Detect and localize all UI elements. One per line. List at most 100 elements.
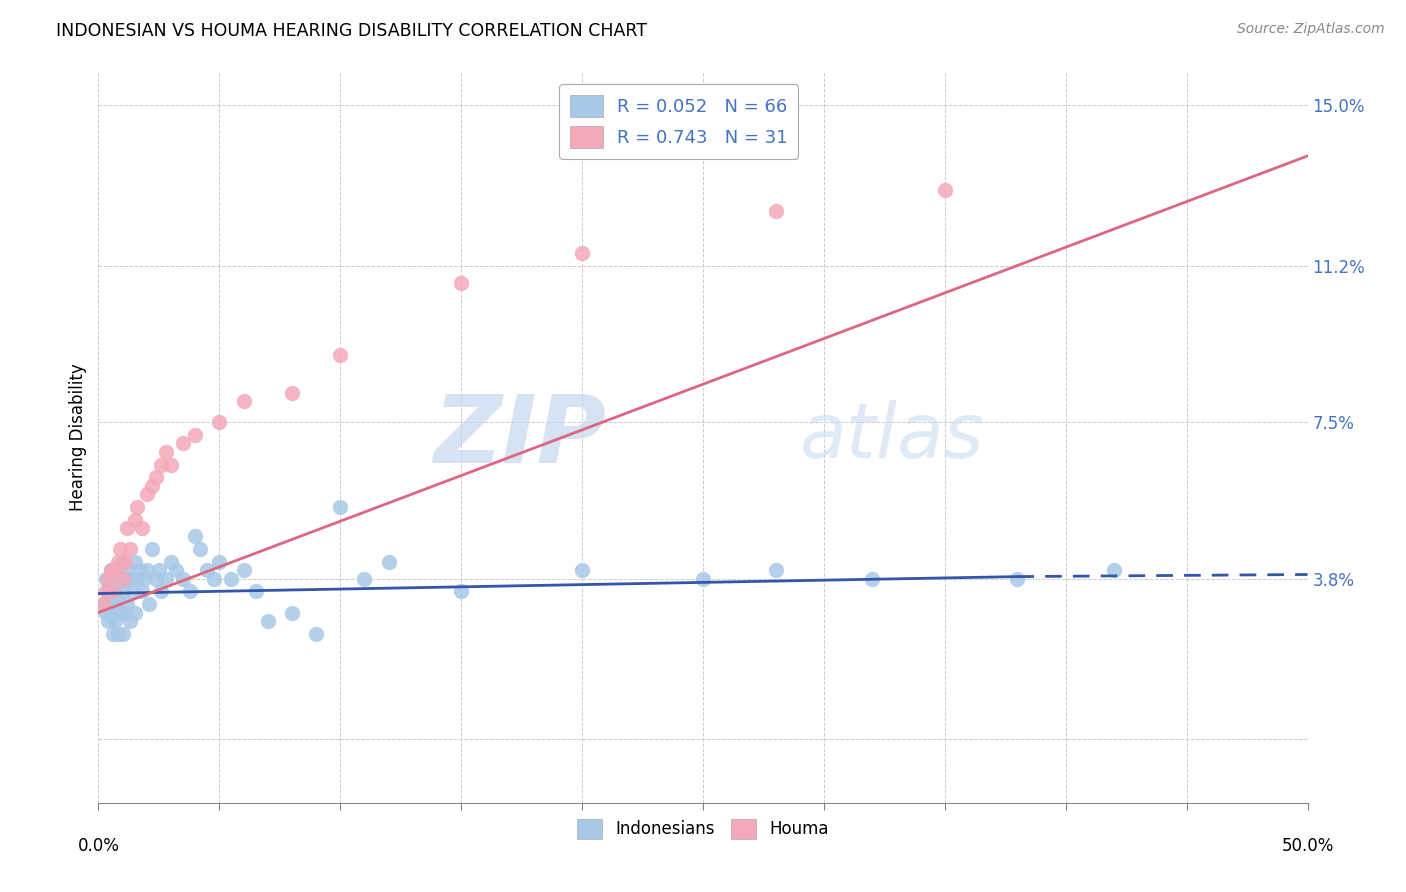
Point [101,626,124,640]
Text: Source: ZipAtlas.com: Source: ZipAtlas.com [1237,22,1385,37]
Point [118,614,141,628]
Point [165,563,187,577]
Point [172,436,194,450]
Point [172,572,194,586]
Point [94,572,117,586]
Point [188,542,211,557]
Point [107,555,129,569]
Point [377,555,399,569]
Point [195,563,218,577]
Point [281,606,304,620]
Point [145,572,167,586]
Point [131,521,153,535]
Point [118,542,141,557]
Point [107,563,129,577]
Point [91,597,114,611]
Point [117,597,139,611]
Point [155,572,177,586]
Point [117,521,139,535]
Text: 0.0%: 0.0% [77,837,120,855]
Point [150,584,173,599]
Point [450,276,472,290]
Point [107,592,129,607]
Point [97,584,120,599]
Point [127,500,149,514]
Point [179,584,201,599]
Point [765,203,787,218]
Point [100,606,122,620]
Legend: Indonesians, Houma: Indonesians, Houma [571,812,835,846]
Text: 50.0%: 50.0% [1281,837,1334,855]
Point [204,572,226,586]
Point [97,614,120,628]
Point [108,572,131,586]
Point [232,563,254,577]
Text: atlas: atlas [800,401,984,474]
Point [91,597,114,611]
Point [934,183,956,197]
Point [329,500,352,514]
Point [450,584,472,599]
Point [111,555,134,569]
Point [127,572,149,586]
Point [148,563,170,577]
Point [184,428,207,442]
Point [135,563,157,577]
Point [124,555,146,569]
Point [184,529,207,543]
Point [94,606,117,620]
Point [571,563,593,577]
Point [101,584,124,599]
Point [128,563,150,577]
Point [111,584,134,599]
Point [208,415,231,429]
Point [208,555,231,569]
Point [131,584,153,599]
Point [117,563,139,577]
Point [100,563,122,577]
Point [94,584,117,599]
Point [232,394,254,409]
Point [100,563,122,577]
Text: INDONESIAN VS HOUMA HEARING DISABILITY CORRELATION CHART: INDONESIAN VS HOUMA HEARING DISABILITY C… [56,22,647,40]
Point [145,470,167,484]
Point [121,584,143,599]
Point [160,555,183,569]
Point [118,572,141,586]
Point [155,445,177,459]
Point [221,572,243,586]
Point [141,479,163,493]
Point [281,385,304,400]
Point [305,626,328,640]
Y-axis label: Hearing Disability: Hearing Disability [69,363,87,511]
Text: ZIP: ZIP [433,391,606,483]
Point [100,584,122,599]
Point [114,606,136,620]
Point [329,348,352,362]
Point [141,542,163,557]
Point [114,555,136,569]
Point [765,563,787,577]
Point [97,572,120,586]
Point [124,606,146,620]
Point [104,563,127,577]
Point [101,597,124,611]
Point [107,626,129,640]
Point [860,572,883,586]
Point [160,458,183,472]
Point [150,458,173,472]
Point [571,246,593,260]
Point [108,542,131,557]
Point [134,572,156,586]
Point [245,584,267,599]
Point [111,572,134,586]
Point [114,572,136,586]
Point [692,572,714,586]
Point [101,572,124,586]
Point [104,614,127,628]
Point [135,487,157,501]
Point [256,614,278,628]
Point [111,626,134,640]
Point [138,597,160,611]
Point [108,606,131,620]
